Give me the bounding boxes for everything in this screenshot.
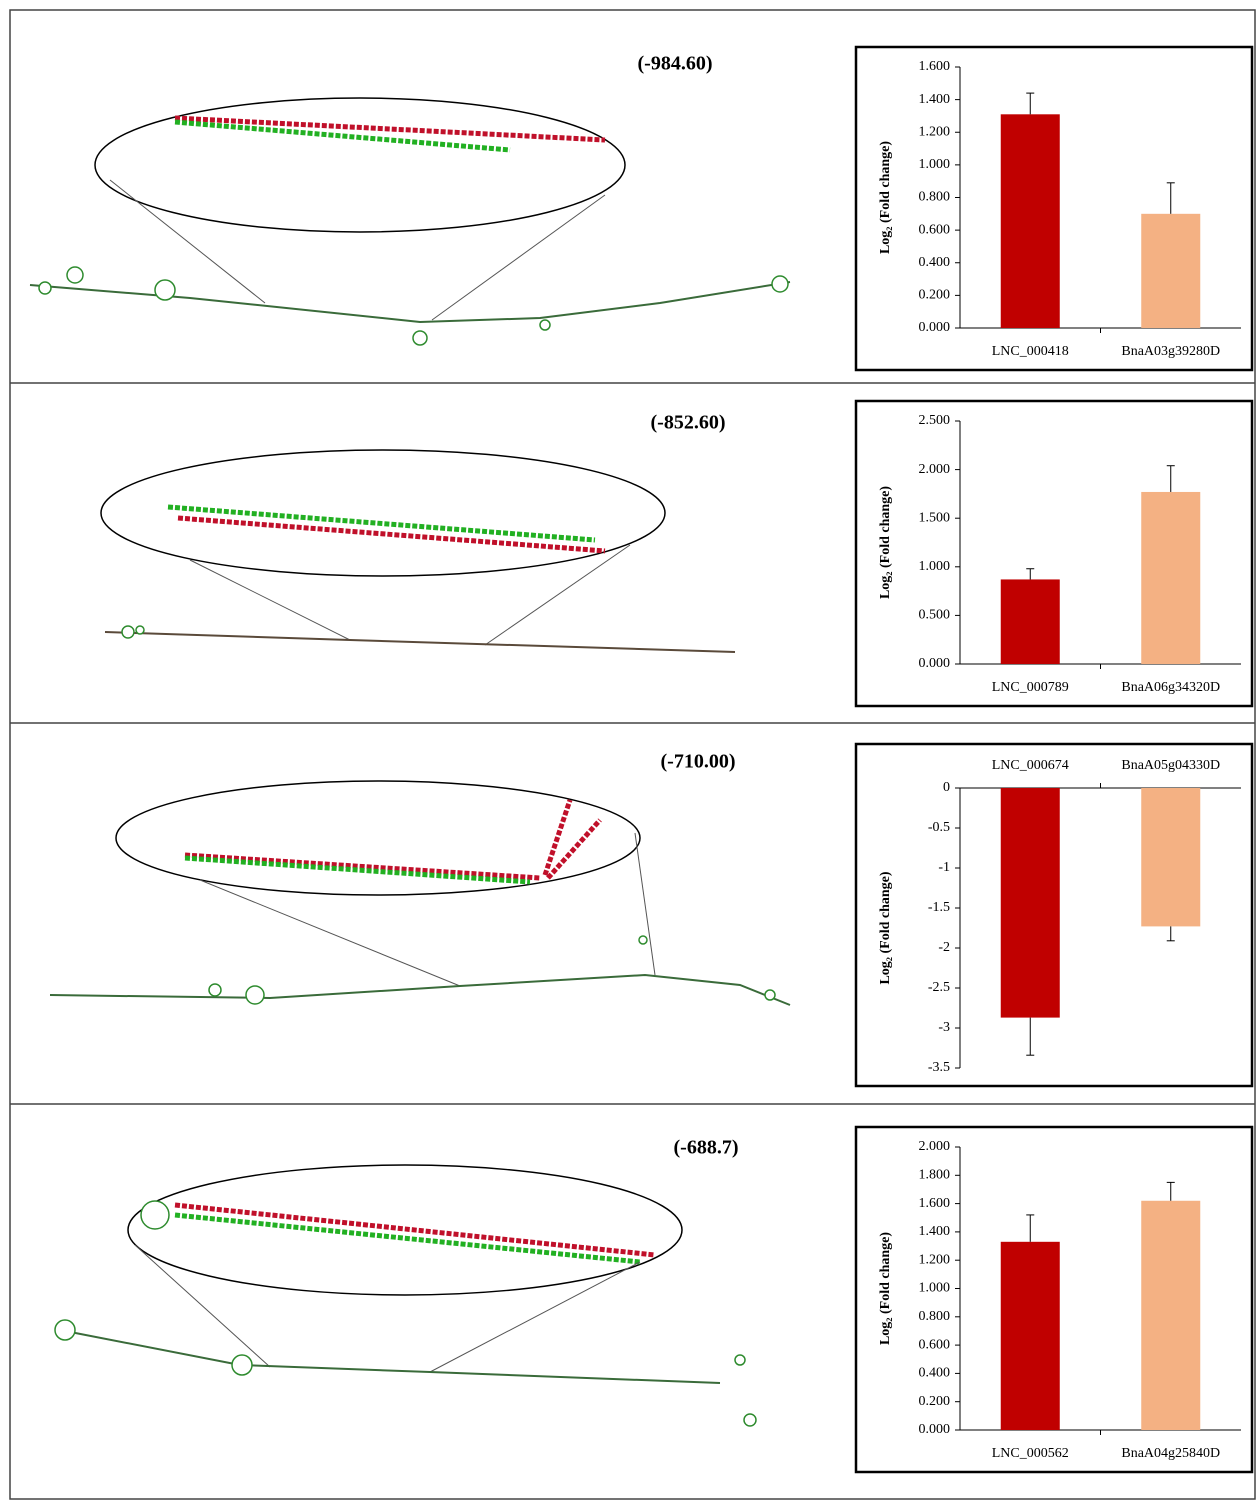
y-tick-label: 0.400 xyxy=(919,255,951,270)
bar xyxy=(1001,1242,1060,1430)
x-tick-label: LNC_000418 xyxy=(992,344,1069,359)
bar xyxy=(1141,1201,1200,1430)
bar xyxy=(1141,214,1200,328)
y-tick-label: 0 xyxy=(943,780,950,795)
rna-loop xyxy=(246,986,264,1004)
strand xyxy=(185,855,540,878)
energy-label: (-688.7) xyxy=(674,1137,739,1159)
y-tick-label: -3.5 xyxy=(928,1060,950,1075)
y-tick-label: -2.5 xyxy=(928,980,950,995)
y-tick-label: 0.000 xyxy=(919,1422,951,1437)
y-tick-label: 1.200 xyxy=(919,124,951,139)
y-axis-label: Log₂ (Fold change) xyxy=(878,871,893,984)
bar xyxy=(1001,788,1060,1018)
y-tick-label: 0.200 xyxy=(919,1394,951,1409)
rna-loop xyxy=(772,276,788,292)
y-tick-label: 0.400 xyxy=(919,1366,951,1381)
zoom-line xyxy=(200,880,460,986)
zoom-ellipse xyxy=(101,450,665,576)
x-tick-label: LNC_000789 xyxy=(992,680,1069,695)
rna-loop xyxy=(735,1355,745,1365)
y-tick-label: 1.600 xyxy=(919,1196,951,1211)
y-tick-label: 1.600 xyxy=(919,59,951,74)
x-tick-label: LNC_000562 xyxy=(992,1446,1069,1461)
x-tick-label: LNC_000674 xyxy=(992,758,1069,773)
zoom-line xyxy=(110,180,265,303)
zoom-line xyxy=(432,195,605,320)
y-tick-label: -2 xyxy=(938,940,950,955)
rna-loop xyxy=(540,320,550,330)
y-tick-label: -1 xyxy=(938,860,950,875)
strand xyxy=(185,858,530,882)
zoom-ellipse xyxy=(95,98,625,232)
y-tick-label: -0.5 xyxy=(928,820,950,835)
bar xyxy=(1001,114,1060,328)
y-tick-label: 1.800 xyxy=(919,1168,951,1183)
y-tick-label: 2.000 xyxy=(919,1139,951,1154)
rna-loop xyxy=(39,282,51,294)
y-tick-label: 2.500 xyxy=(919,413,951,428)
rna-loop xyxy=(639,936,647,944)
rna-stem xyxy=(30,282,790,322)
rna-loop xyxy=(55,1320,75,1340)
y-tick-label: 1.000 xyxy=(919,157,951,172)
rna-loop xyxy=(141,1201,169,1229)
y-axis-label: Log₂ (Fold change) xyxy=(878,486,893,599)
bar xyxy=(1141,492,1200,664)
rna-loop xyxy=(413,331,427,345)
rna-loop xyxy=(744,1414,756,1426)
x-tick-label: BnaA04g25840D xyxy=(1121,1446,1220,1461)
y-tick-label: 0.800 xyxy=(919,1309,951,1324)
y-tick-label: 1.000 xyxy=(919,559,951,574)
y-tick-label: 0.800 xyxy=(919,190,951,205)
x-tick-label: BnaA06g34320D xyxy=(1121,680,1220,695)
y-axis-label: Log₂ (Fold change) xyxy=(878,1232,893,1345)
strand xyxy=(175,122,510,150)
y-tick-label: 1.000 xyxy=(919,1281,951,1296)
rna-stem xyxy=(105,632,735,652)
bar xyxy=(1141,788,1200,926)
strand xyxy=(175,1205,655,1255)
y-axis-label: Log₂ (Fold change) xyxy=(878,141,893,254)
y-tick-label: 1.400 xyxy=(919,92,951,107)
zoom-line xyxy=(635,833,655,975)
energy-label: (-852.60) xyxy=(651,412,726,434)
y-tick-label: 0.600 xyxy=(919,222,951,237)
rna-loop xyxy=(155,280,175,300)
rna-loop xyxy=(136,626,144,634)
figure: (-984.60) (-852.60) (-710.00) (-688.7) L… xyxy=(0,0,1256,1500)
rna-loop xyxy=(765,990,775,1000)
y-tick-label: 1.200 xyxy=(919,1252,951,1267)
rna-loop xyxy=(122,626,134,638)
y-tick-label: 0.200 xyxy=(919,288,951,303)
energy-label: (-984.60) xyxy=(638,53,713,75)
rna-loop xyxy=(67,267,83,283)
zoom-line xyxy=(430,1262,640,1372)
zoom-ellipse xyxy=(116,781,640,895)
bar xyxy=(1001,579,1060,664)
y-tick-label: 0.000 xyxy=(919,656,951,671)
y-tick-label: 2.000 xyxy=(919,462,951,477)
y-tick-label: 1.500 xyxy=(919,510,951,525)
x-tick-label: BnaA05g04330D xyxy=(1121,758,1220,773)
y-tick-label: 0.500 xyxy=(919,608,951,623)
rna-stem xyxy=(50,975,790,1005)
y-tick-label: 0.000 xyxy=(919,320,951,335)
y-tick-label: -3 xyxy=(938,1020,950,1035)
y-tick-label: 0.600 xyxy=(919,1337,951,1352)
rna-loop xyxy=(209,984,221,996)
strand xyxy=(175,1215,640,1262)
energy-label: (-710.00) xyxy=(661,751,736,773)
rna-loop xyxy=(232,1355,252,1375)
y-tick-label: 1.400 xyxy=(919,1224,951,1239)
x-tick-label: BnaA03g39280D xyxy=(1121,344,1220,359)
zoom-line xyxy=(190,560,350,640)
rna-stem xyxy=(60,1330,720,1383)
y-tick-label: -1.5 xyxy=(928,900,950,915)
zoom-line xyxy=(485,545,630,645)
